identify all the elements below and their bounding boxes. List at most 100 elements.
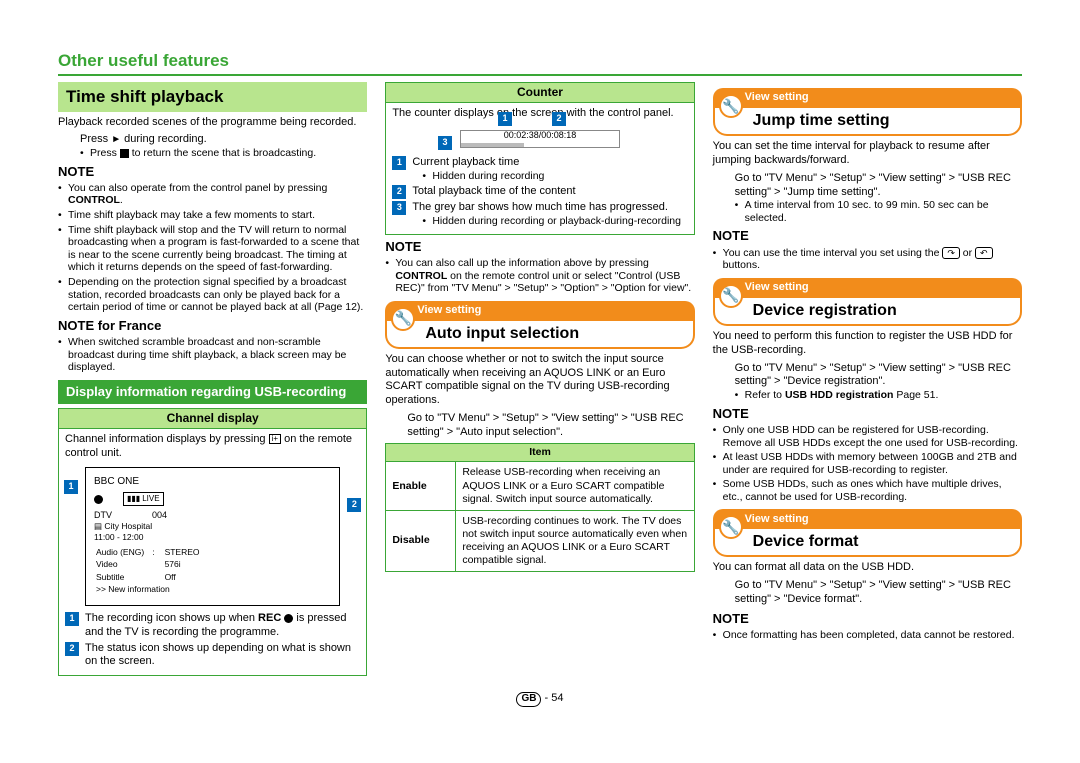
badge-1: 1 <box>65 612 79 626</box>
counter-head: Counter <box>386 83 693 103</box>
prog-time: 11:00 - 12:00 <box>94 532 331 543</box>
gb-badge: GB <box>516 692 541 707</box>
page-title: Other useful features <box>58 50 1022 76</box>
badge-2: 2 <box>65 642 79 656</box>
c2-note-head: NOTE <box>385 239 694 255</box>
orange-title-1: 🔧 Auto input selection <box>385 321 694 349</box>
badge-2-marker: 2 <box>347 498 361 512</box>
item-enable-k: Enable <box>386 462 456 510</box>
notes-list: You can also operate from the control pa… <box>58 182 367 314</box>
rec-icon <box>94 495 103 504</box>
france-head: NOTE for France <box>58 318 367 334</box>
note-2: Time shift playback may take a few momen… <box>58 209 367 222</box>
counter-panel: Counter The counter displays on the scre… <box>385 82 694 235</box>
channel-desc-a: Channel information displays by pressing <box>65 433 269 445</box>
orange-tab-1: View setting <box>385 301 694 321</box>
reg-path: Go to "TV Menu" > "Setup" > "View settin… <box>713 362 1022 402</box>
auto-path: Go to "TV Menu" > "Setup" > "View settin… <box>385 412 694 440</box>
wrench-icon-4: 🔧 <box>719 515 743 539</box>
counter-grey <box>461 143 524 147</box>
press-text-a: Press <box>80 133 111 145</box>
press-line: Press during recording. Press to return … <box>58 133 367 159</box>
r3: >> New information <box>96 584 200 595</box>
skip-back-icon: ↶ <box>975 247 993 260</box>
stop-icon <box>120 149 129 158</box>
li2-b: 2 <box>392 185 406 199</box>
c3-note2-head: NOTE <box>713 406 1022 422</box>
badge-1-text: The recording icon shows up when REC is … <box>85 612 360 640</box>
channel-desc: Channel information displays by pressing… <box>65 433 360 461</box>
info-icon: i+ <box>269 434 281 444</box>
jump-sub: A time interval from 10 sec. to 99 min. … <box>735 199 1022 224</box>
channel-panel: Channel display Channel information disp… <box>58 408 367 676</box>
o3-title-t: Device format <box>753 533 859 550</box>
play-icon <box>111 133 121 145</box>
reg-sub: Refer to USB HDD registration Page 51. <box>735 389 1022 402</box>
press-sub: Press to return the scene that is broadc… <box>80 147 367 160</box>
orange-auto-input: View setting 🔧 Auto input selection <box>385 301 694 349</box>
channel-display-box: 1 2 BBC ONE ▮▮▮LIVE DTV004 ▤ City Hospit… <box>85 467 340 607</box>
li3s: Hidden during recording or playback-duri… <box>422 215 687 228</box>
fmt-note: Once formatting has been completed, data… <box>713 629 1022 642</box>
display-info-bar: Display information regarding USB-record… <box>58 380 367 404</box>
channel-name: BBC ONE <box>94 476 331 489</box>
press-text-b: during recording. <box>121 133 207 145</box>
cb3: 3 <box>438 136 452 150</box>
li2: Total playback time of the content <box>412 185 687 199</box>
column-1: Time shift playback Playback recorded sc… <box>58 82 367 680</box>
orange-reg: View setting 🔧Device registration <box>713 278 1022 326</box>
r0c2: STEREO <box>157 547 200 558</box>
reg-path-t: Go to "TV Menu" > "Setup" > "View settin… <box>735 362 1011 388</box>
orange-title-1-text: Auto input selection <box>425 325 579 342</box>
dtv-label: DTV <box>94 510 112 521</box>
o3-title: 🔧Device format <box>713 529 1022 557</box>
li3t: The grey bar shows how much time has pro… <box>412 201 668 213</box>
skip-fwd-icon: ↷ <box>942 247 960 260</box>
column-3: View setting 🔧 Jump time setting You can … <box>713 82 1022 680</box>
r1c0: Video <box>96 559 150 570</box>
intro-text: Playback recorded scenes of the programm… <box>58 116 367 130</box>
note-3: Time shift playback will stop and the TV… <box>58 224 367 274</box>
counter-time: 00:02:38/00:08:18 <box>461 131 619 142</box>
note-1: You can also operate from the control pa… <box>58 182 367 207</box>
badge-2-text: The status icon shows up depending on wh… <box>85 642 360 670</box>
cb1: 1 <box>498 112 512 126</box>
badge-1-marker: 1 <box>64 480 78 494</box>
li3: The grey bar shows how much time has pro… <box>412 201 687 228</box>
b1a: The recording icon shows up when <box>85 612 258 624</box>
wrench-icon-3: 🔧 <box>719 284 743 308</box>
reg-notes: Only one USB HDD can be registered for U… <box>713 424 1022 504</box>
content-columns: Time shift playback Playback recorded sc… <box>58 82 1022 680</box>
fmt-path: Go to "TV Menu" > "Setup" > "View settin… <box>713 579 1022 607</box>
fmt-desc: You can format all data on the USB HDD. <box>713 561 1022 575</box>
li3-b: 3 <box>392 201 406 215</box>
r2c0: Subtitle <box>96 572 150 583</box>
o1-title-t: Jump time setting <box>753 112 890 129</box>
jump-desc: You can set the time interval for playba… <box>713 140 1022 168</box>
prog-name: City Hospital <box>104 521 152 531</box>
cb2: 2 <box>552 112 566 126</box>
counter-diagram: 1 2 3 00:02:38/00:08:18 <box>392 129 687 148</box>
c2-note: You can also call up the information abo… <box>385 257 694 295</box>
page-num: 54 <box>551 692 563 704</box>
counter-desc: The counter displays on the screen with … <box>392 107 687 121</box>
li1t: Current playback time <box>412 156 519 168</box>
jump-path-t: Go to "TV Menu" > "Setup" > "View settin… <box>735 172 1011 198</box>
counter-bar: 00:02:38/00:08:18 <box>460 130 620 148</box>
c3-note1-head: NOTE <box>713 228 1022 244</box>
jn2: or <box>960 247 975 259</box>
ch-num: 004 <box>152 510 167 521</box>
note-4: Depending on the protection signal speci… <box>58 276 367 314</box>
rn3: Some USB HDDs, such as ones which have m… <box>713 478 1022 503</box>
column-2: Counter The counter displays on the scre… <box>385 82 694 680</box>
jump-path: Go to "TV Menu" > "Setup" > "View settin… <box>713 172 1022 225</box>
orange-fmt: View setting 🔧Device format <box>713 509 1022 557</box>
reg-desc: You need to perform this function to reg… <box>713 330 1022 358</box>
jn1: You can use the time interval you set us… <box>723 247 943 259</box>
c3-note3-head: NOTE <box>713 611 1022 627</box>
counter-body: The counter displays on the screen with … <box>386 103 693 234</box>
li1s: Hidden during recording <box>422 170 687 183</box>
rec-dot <box>284 614 293 623</box>
channel-panel-body: Channel information displays by pressing… <box>59 429 366 675</box>
o1-tab: View setting <box>713 88 1022 108</box>
